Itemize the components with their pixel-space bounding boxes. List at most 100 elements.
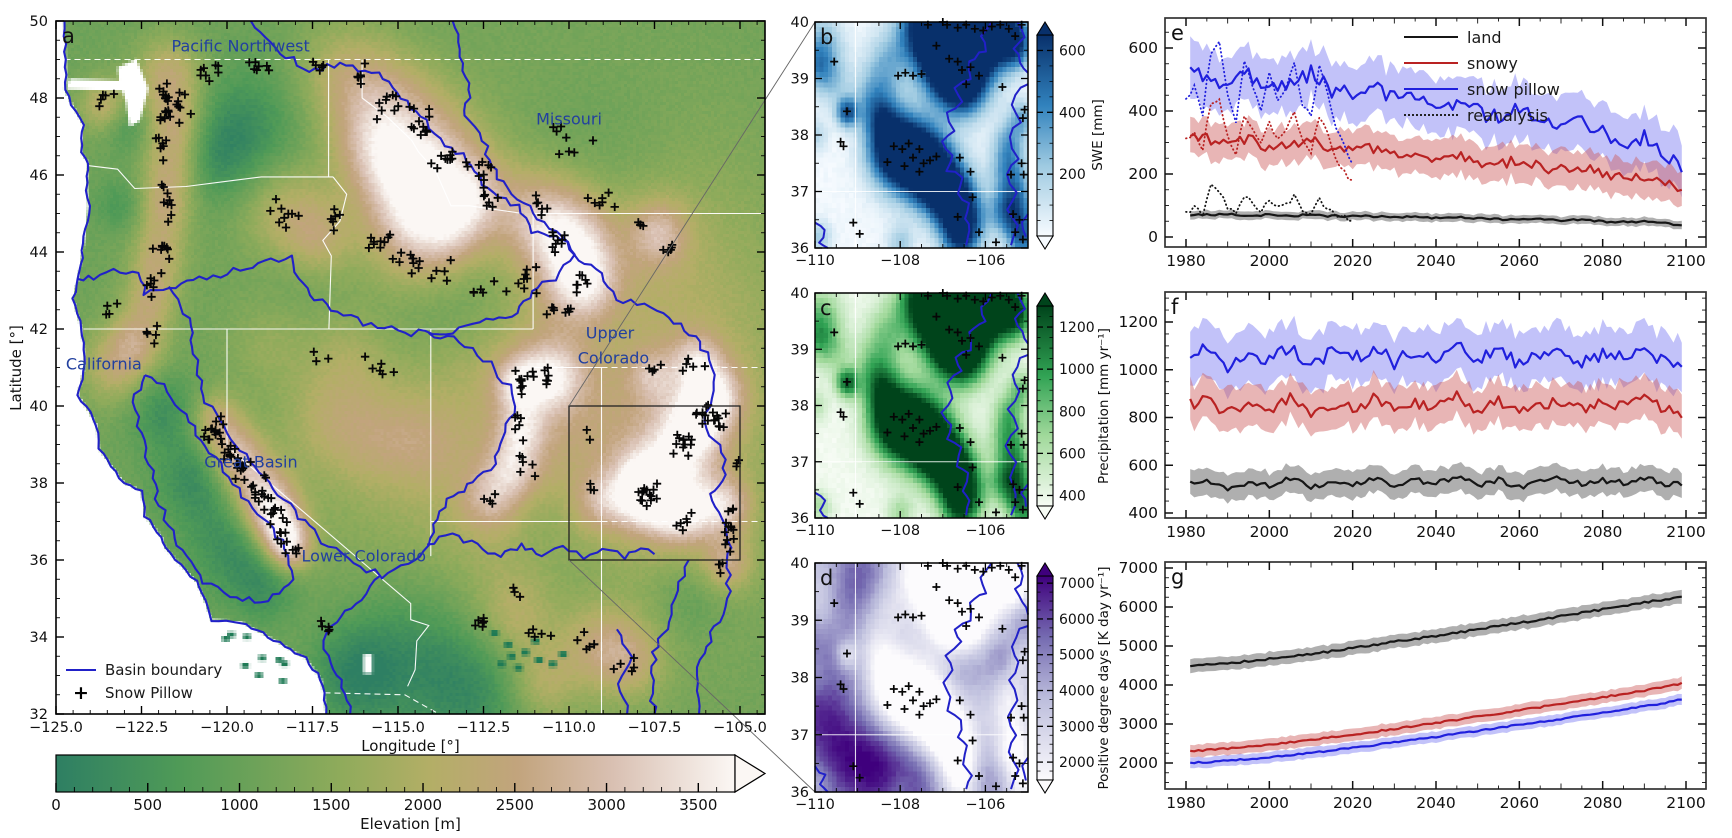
legend-item-land: land	[1404, 28, 1502, 47]
land-mean-line	[1190, 212, 1682, 227]
snow-pillow-marker-icon: +	[73, 682, 89, 704]
x-tick-label: −112.5	[457, 720, 511, 736]
x-tick-label: −120.0	[200, 720, 254, 736]
y-tick-label: 5000	[1119, 637, 1158, 655]
y-tick-label: 2000	[1119, 754, 1158, 772]
y-tick-label: 32	[30, 707, 48, 723]
basin-boundary-line	[814, 221, 829, 249]
snow_pillow-mean-line	[1189, 341, 1683, 374]
elevation-colorbar-label: Elevation [m]	[360, 815, 461, 833]
y-tick-label: 39	[791, 72, 809, 88]
x-tick-label: 2080	[1583, 794, 1622, 812]
snowy-line-icon	[1404, 62, 1458, 64]
y-tick-label: 36	[791, 511, 809, 527]
snowy-uncertainty-band	[1190, 676, 1682, 758]
colorbar-arrow-bottom	[1036, 505, 1054, 521]
map-axes-spine	[814, 21, 1029, 249]
x-tick-label: −107.5	[628, 720, 682, 736]
panel-letter-c: c	[820, 296, 832, 320]
swe-colorbar-label: SWE [mm]	[1090, 99, 1106, 171]
basin-boundary-line	[1021, 757, 1029, 781]
x-tick-label: 2040	[1416, 794, 1455, 812]
basin-boundary-line	[451, 20, 563, 238]
snow-pillow-line-icon	[1404, 88, 1458, 90]
colorbar-tick-label: 400	[1059, 105, 1086, 121]
region-label-lower-colorado: Lower Colorado	[301, 546, 427, 566]
colorbar-tick-label: 2500	[496, 796, 534, 814]
x-tick-label: −110	[795, 797, 835, 813]
y-tick-label: 4000	[1119, 676, 1158, 694]
y-tick-label: 48	[30, 91, 48, 107]
y-tick-label: 40	[791, 15, 809, 31]
colorbar-tick-label: 500	[133, 796, 162, 814]
x-tick-label: −108	[880, 523, 920, 539]
basin-boundary-line	[77, 20, 576, 338]
state-border-line	[322, 176, 348, 330]
basin-boundary-line	[1006, 83, 1029, 246]
colorbar-tick-label: 7000	[1059, 576, 1095, 592]
legend-item-reanalysis: reanalysis	[1404, 106, 1548, 125]
x-tick-label: 2100	[1666, 523, 1705, 541]
colorbar-arrow-bottom	[1036, 235, 1054, 251]
x-tick-label: 2060	[1500, 252, 1539, 270]
basin-boundary-line	[942, 562, 993, 790]
y-tick-label: 800	[1128, 409, 1158, 427]
colorbar-tick-label: 3500	[679, 796, 717, 814]
x-tick-label: 1980	[1166, 794, 1205, 812]
snowy-mean-line	[1190, 681, 1683, 753]
x-tick-label: −117.5	[286, 720, 340, 736]
y-tick-label: 400	[1128, 102, 1158, 120]
land-line-icon	[1404, 36, 1458, 38]
panel-letter-b: b	[820, 25, 834, 49]
colorbar-tick-label: 2000	[404, 796, 442, 814]
x-tick-label: 2040	[1416, 523, 1455, 541]
x-tick-label: 2040	[1416, 252, 1455, 270]
region-label-colorado: Colorado	[577, 348, 650, 368]
basin-boundary-line	[648, 559, 690, 715]
snowy-reanalysis-line	[1185, 97, 1354, 181]
reanalysis-dotted-line-icon	[1404, 114, 1458, 116]
state-border-line	[226, 329, 430, 687]
basin-boundary-line	[1019, 483, 1029, 507]
legend-item-snowy: snowy	[1404, 54, 1518, 73]
x-tick-label: 2020	[1333, 523, 1372, 541]
y-tick-label: 40	[30, 399, 48, 415]
basin-boundary-line	[226, 332, 517, 580]
precip-map-canvas	[815, 293, 1028, 518]
legend-label: snow pillow	[1467, 79, 1560, 99]
y-tick-label: 1200	[1119, 313, 1158, 331]
y-tick-label: 37	[791, 455, 809, 471]
x-tick-label: −125.0	[29, 720, 83, 736]
panel-letter-g: g	[1171, 565, 1185, 589]
basin-boundary-line	[131, 374, 295, 604]
legend-item-basin-boundary: Basin boundary	[66, 661, 222, 679]
precip-colorbar-label: Precipitation [mm yr⁻¹]	[1096, 327, 1112, 484]
x-tick-label: −108	[880, 253, 920, 269]
colorbar-arrow-top	[1036, 291, 1054, 307]
state-border-line	[361, 59, 523, 215]
c-colorbar	[1036, 305, 1054, 507]
x-tick-label: −106	[965, 253, 1005, 269]
y-tick-label: 38	[30, 476, 48, 492]
colorbar-tick-label: 600	[1059, 43, 1086, 59]
colorbar-tick-label: 3000	[1059, 719, 1095, 735]
elevation-colorbar	[55, 754, 736, 793]
basin-boundary-line	[941, 21, 993, 246]
y-tick-label: 39	[791, 342, 809, 358]
b-colorbar	[1036, 34, 1054, 237]
x-tick-label: −108	[880, 797, 920, 813]
inset-rectangle	[568, 405, 741, 561]
snow_pillow-reanalysis-line	[1185, 39, 1354, 166]
x-tick-label: 2060	[1500, 523, 1539, 541]
x-tick-label: −110	[795, 253, 835, 269]
x-tick-label: 1980	[1166, 523, 1205, 541]
snow_pillow-uncertainty-band	[1190, 315, 1682, 400]
snow-pillow-markers	[830, 289, 1029, 517]
snow_pillow-mean-line	[1190, 698, 1682, 765]
inset-connector-line	[568, 559, 816, 793]
x-tick-label: 2020	[1333, 794, 1372, 812]
swe-map-canvas	[815, 22, 1028, 248]
legend-label: Snow Pillow	[105, 684, 193, 702]
basin-boundary-line	[814, 765, 829, 793]
